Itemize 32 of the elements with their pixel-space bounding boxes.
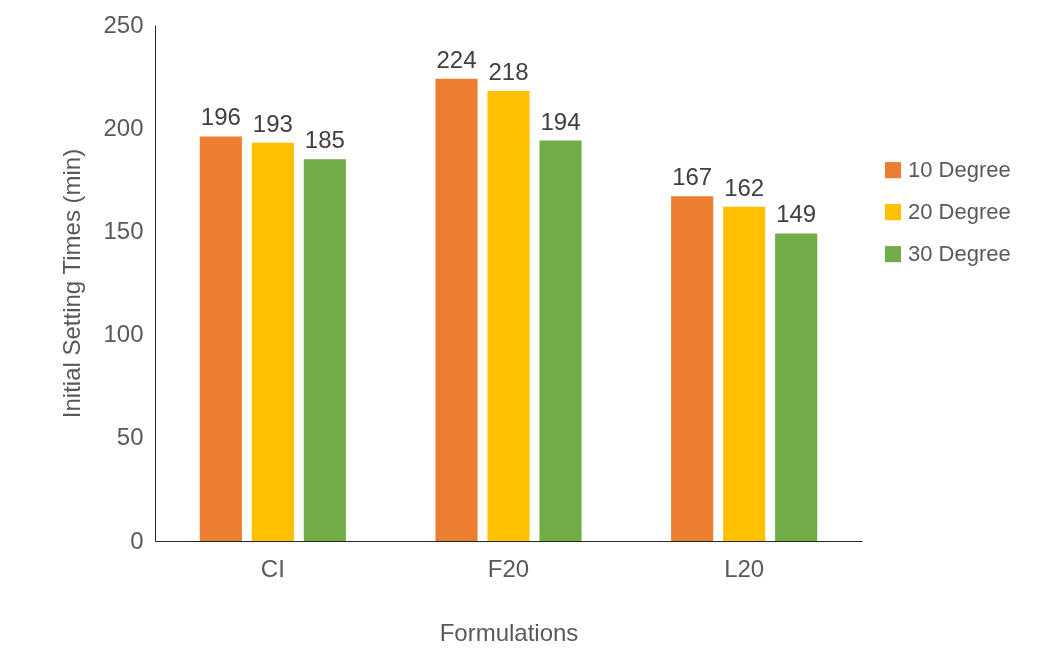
bar xyxy=(487,91,530,541)
legend-label: 30 Degree xyxy=(908,241,1011,267)
y-tick-label: 50 xyxy=(116,423,144,451)
bar xyxy=(251,142,294,541)
data-label: 218 xyxy=(488,58,529,86)
bar xyxy=(539,140,582,541)
y-tick-label: 200 xyxy=(103,113,144,141)
data-label: 185 xyxy=(304,126,345,154)
data-label: 193 xyxy=(252,109,293,137)
bar xyxy=(199,136,242,541)
bar xyxy=(671,196,714,541)
x-tick-label: CI xyxy=(260,554,285,582)
legend-label: 20 Degree xyxy=(908,199,1011,225)
y-tick-label: 250 xyxy=(103,10,144,38)
bar xyxy=(303,159,346,541)
data-label: 162 xyxy=(724,173,765,201)
x-tick-label: F20 xyxy=(487,554,530,582)
y-tick-label: 150 xyxy=(103,216,144,244)
data-label: 194 xyxy=(540,107,581,135)
legend-label: 10 Degree xyxy=(908,157,1011,183)
y-axis-title: Initial Setting Times (min) xyxy=(58,148,86,419)
x-tick-label: L20 xyxy=(724,554,765,582)
bar xyxy=(723,206,766,541)
bar xyxy=(775,233,818,541)
data-label: 167 xyxy=(672,163,713,191)
x-axis-title: Formulations xyxy=(439,618,579,646)
y-tick-label: 100 xyxy=(103,320,144,348)
y-tick-label: 0 xyxy=(130,526,144,554)
data-label: 196 xyxy=(200,103,241,131)
bar xyxy=(435,78,478,541)
data-label: 149 xyxy=(776,200,817,228)
data-label: 224 xyxy=(436,45,477,73)
